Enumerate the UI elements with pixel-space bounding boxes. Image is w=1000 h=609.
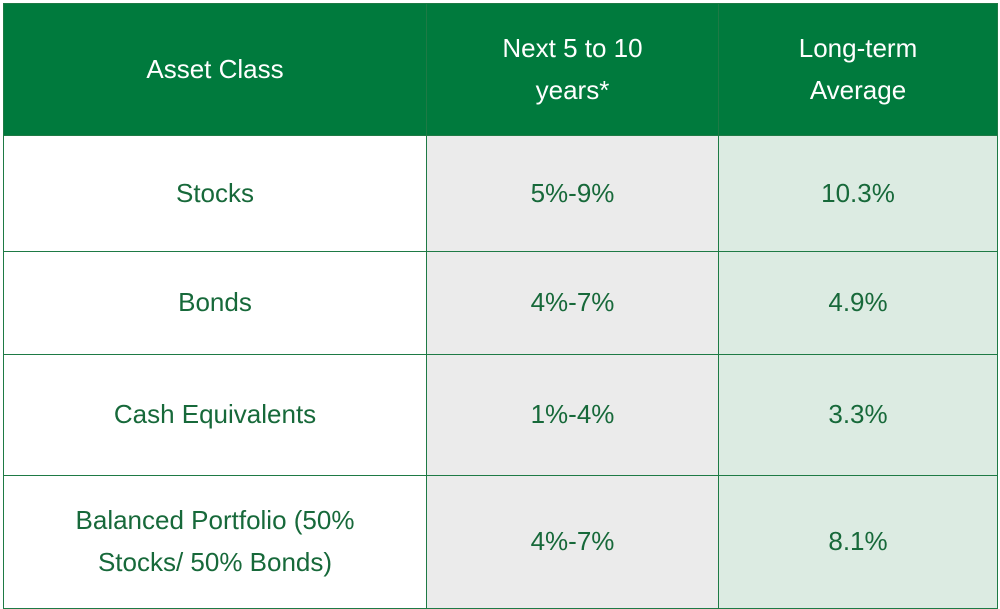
cell: 8.1% xyxy=(718,475,998,609)
cell: Cash Equivalents xyxy=(3,354,427,476)
returns-table: Asset Class Next 5 to 10 years* Long-ter… xyxy=(3,3,998,609)
cell: 4%-7% xyxy=(426,251,719,355)
cell: 5%-9% xyxy=(426,135,719,252)
row: Bonds 4%-7% 4.9% xyxy=(3,251,998,355)
cell: 3.3% xyxy=(718,354,998,476)
header-text: Asset Class xyxy=(146,53,284,84)
header-cell: Next 5 to 10 years* xyxy=(426,3,719,136)
cell: Stocks xyxy=(3,135,427,252)
header-cell: Asset Class xyxy=(3,3,427,136)
cell: 1%-4% xyxy=(426,354,719,476)
cell: 4.9% xyxy=(718,251,998,355)
row: Stocks 5%-9% 10.3% xyxy=(3,135,998,252)
cell: 10.3% xyxy=(718,135,998,252)
row: Cash Equivalents 1%-4% 3.3% xyxy=(3,354,998,476)
cell: 4%-7% xyxy=(426,475,719,609)
header-text: Long-term Average xyxy=(798,32,918,105)
row: Balanced Portfolio (50% Stocks/ 50% Bond… xyxy=(3,475,998,609)
header-cell: Long-term Average xyxy=(718,3,998,136)
cell-text: Balanced Portfolio (50% Stocks/ 50% Bond… xyxy=(75,505,355,577)
cell: Bonds xyxy=(3,251,427,355)
cell: Balanced Portfolio (50% Stocks/ 50% Bond… xyxy=(3,475,427,609)
header-row: Asset Class Next 5 to 10 years* Long-ter… xyxy=(3,3,998,136)
header-text: Next 5 to 10 years* xyxy=(502,32,643,105)
